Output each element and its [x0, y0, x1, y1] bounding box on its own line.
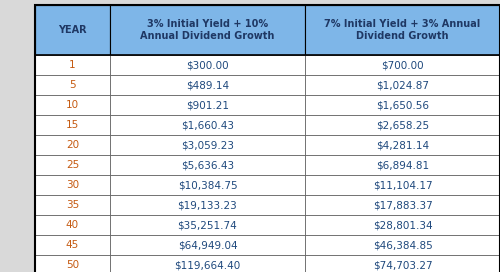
Text: $4,281.14: $4,281.14 [376, 140, 429, 150]
Text: $3,059.23: $3,059.23 [181, 140, 234, 150]
Bar [35, 75, 110, 95]
Text: 30: 30 [66, 180, 79, 190]
Text: $1,024.87: $1,024.87 [376, 80, 429, 90]
Text: $46,384.85: $46,384.85 [372, 240, 432, 250]
Bar [110, 175, 305, 195]
Bar [110, 115, 305, 135]
Bar [35, 235, 110, 255]
Bar [305, 115, 500, 135]
Bar [305, 195, 500, 215]
Text: $119,664.40: $119,664.40 [174, 260, 240, 270]
Bar [35, 95, 110, 115]
Bar [305, 175, 500, 195]
Text: $2,658.25: $2,658.25 [376, 120, 429, 130]
Text: 10: 10 [66, 100, 79, 110]
Bar [110, 135, 305, 155]
Bar [35, 175, 110, 195]
Text: $74,703.27: $74,703.27 [372, 260, 432, 270]
Bar [305, 95, 500, 115]
Bar [110, 5, 305, 55]
Bar [110, 215, 305, 235]
Bar [305, 215, 500, 235]
Bar [305, 235, 500, 255]
Text: $901.21: $901.21 [186, 100, 229, 110]
Text: 35: 35 [66, 200, 79, 210]
Bar [35, 255, 110, 272]
Bar [35, 195, 110, 215]
Text: $1,660.43: $1,660.43 [181, 120, 234, 130]
Bar [35, 215, 110, 235]
Text: 25: 25 [66, 160, 79, 170]
Bar [35, 155, 110, 175]
Text: 20: 20 [66, 140, 79, 150]
Text: 45: 45 [66, 240, 79, 250]
Text: 5: 5 [69, 80, 76, 90]
Text: $28,801.34: $28,801.34 [372, 220, 432, 230]
Text: 50: 50 [66, 260, 79, 270]
Bar [110, 155, 305, 175]
Text: $35,251.74: $35,251.74 [178, 220, 238, 230]
Text: $489.14: $489.14 [186, 80, 229, 90]
Bar [305, 75, 500, 95]
Text: $300.00: $300.00 [186, 60, 229, 70]
Text: $6,894.81: $6,894.81 [376, 160, 429, 170]
Text: $5,636.43: $5,636.43 [181, 160, 234, 170]
Text: 15: 15 [66, 120, 79, 130]
Bar [35, 55, 110, 75]
Text: $19,133.23: $19,133.23 [178, 200, 238, 210]
Bar [305, 155, 500, 175]
Text: $700.00: $700.00 [381, 60, 424, 70]
Bar [110, 235, 305, 255]
Text: $1,650.56: $1,650.56 [376, 100, 429, 110]
Bar [110, 195, 305, 215]
Text: $64,949.04: $64,949.04 [178, 240, 238, 250]
Text: $11,104.17: $11,104.17 [372, 180, 432, 190]
Bar [35, 135, 110, 155]
Text: 1: 1 [69, 60, 76, 70]
Text: 7% Initial Yield + 3% Annual
Dividend Growth: 7% Initial Yield + 3% Annual Dividend Gr… [324, 19, 480, 41]
Bar [110, 55, 305, 75]
Bar [35, 115, 110, 135]
Bar [110, 255, 305, 272]
Bar [110, 95, 305, 115]
Text: YEAR: YEAR [58, 25, 87, 35]
Text: 3% Initial Yield + 10%
Annual Dividend Growth: 3% Initial Yield + 10% Annual Dividend G… [140, 19, 274, 41]
Text: $10,384.75: $10,384.75 [178, 180, 238, 190]
Bar [305, 5, 500, 55]
Bar [305, 255, 500, 272]
Bar [305, 135, 500, 155]
Bar [35, 5, 110, 55]
Bar [110, 75, 305, 95]
Text: 40: 40 [66, 220, 79, 230]
Bar [305, 55, 500, 75]
Text: $17,883.37: $17,883.37 [372, 200, 432, 210]
